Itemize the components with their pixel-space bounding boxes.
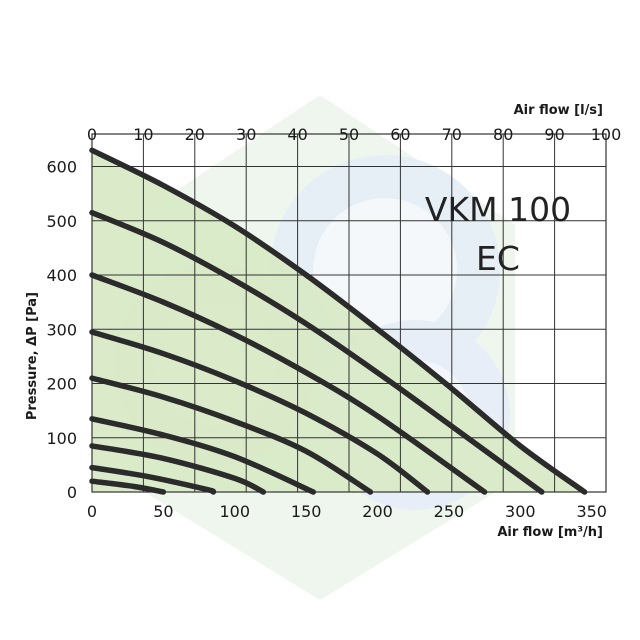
- tick-labels: 0 50 100 150 200 250 300 350 0 10 20 30 40 50 60 70 80 90…: [46, 125, 621, 521]
- x-tick-label: 250: [434, 502, 465, 521]
- y-tick-label: 400: [46, 266, 77, 285]
- x2-tick-label: 30: [236, 125, 256, 144]
- operating-area-fill: [92, 150, 585, 493]
- x-axis-title-top: Air flow [l/s]: [514, 103, 603, 118]
- pressure-curve-6: [89, 416, 317, 495]
- x-tick-label: 200: [362, 502, 393, 521]
- chart-title-line-2: EC: [476, 239, 520, 278]
- x-tick-label: 100: [220, 502, 251, 521]
- curves: [89, 147, 588, 495]
- x-tick-label: 300: [505, 502, 536, 521]
- pressure-curve-4: [89, 329, 431, 495]
- x2-tick-label: 50: [339, 125, 359, 144]
- pressure-curve-2: [89, 209, 545, 495]
- chart-title-line-1: VKM 100: [425, 190, 571, 229]
- x2-tick-label: 70: [442, 125, 462, 144]
- x-tick-label: 50: [153, 502, 173, 521]
- pressure-curve-9: [89, 478, 167, 495]
- y-tick-label: 100: [46, 429, 77, 448]
- x-axis-title-bottom: Air flow [m³/h]: [497, 525, 603, 540]
- pressure-curve-7: [89, 443, 267, 495]
- plot-frame: [91, 133, 607, 493]
- x2-tick-label: 90: [544, 125, 564, 144]
- y-tick-label: 200: [46, 375, 77, 394]
- y-tick-label: 500: [46, 212, 77, 231]
- x2-tick-label: 60: [390, 125, 410, 144]
- y-tick-label: 0: [67, 483, 77, 502]
- x-tick-label: 350: [576, 502, 607, 521]
- pressure-curve-3: [89, 272, 488, 495]
- y-tick-label: 300: [46, 320, 77, 339]
- y-axis-title: Pressure, ΔP [Pa]: [25, 292, 40, 420]
- pressure-curve-1: [89, 147, 588, 495]
- y-tick-label: 600: [46, 158, 77, 177]
- x2-tick-label: 10: [133, 125, 153, 144]
- pressure-curve-8: [89, 464, 217, 495]
- x2-tick-label: 100: [591, 125, 622, 144]
- x2-tick-label: 40: [287, 125, 307, 144]
- x-tick-label: 150: [291, 502, 322, 521]
- pressure-curve-5: [89, 375, 374, 495]
- x-tick-label: 0: [87, 502, 97, 521]
- x2-tick-label: 20: [185, 125, 205, 144]
- x2-tick-label: 80: [493, 125, 513, 144]
- x2-tick-label: 0: [87, 125, 97, 144]
